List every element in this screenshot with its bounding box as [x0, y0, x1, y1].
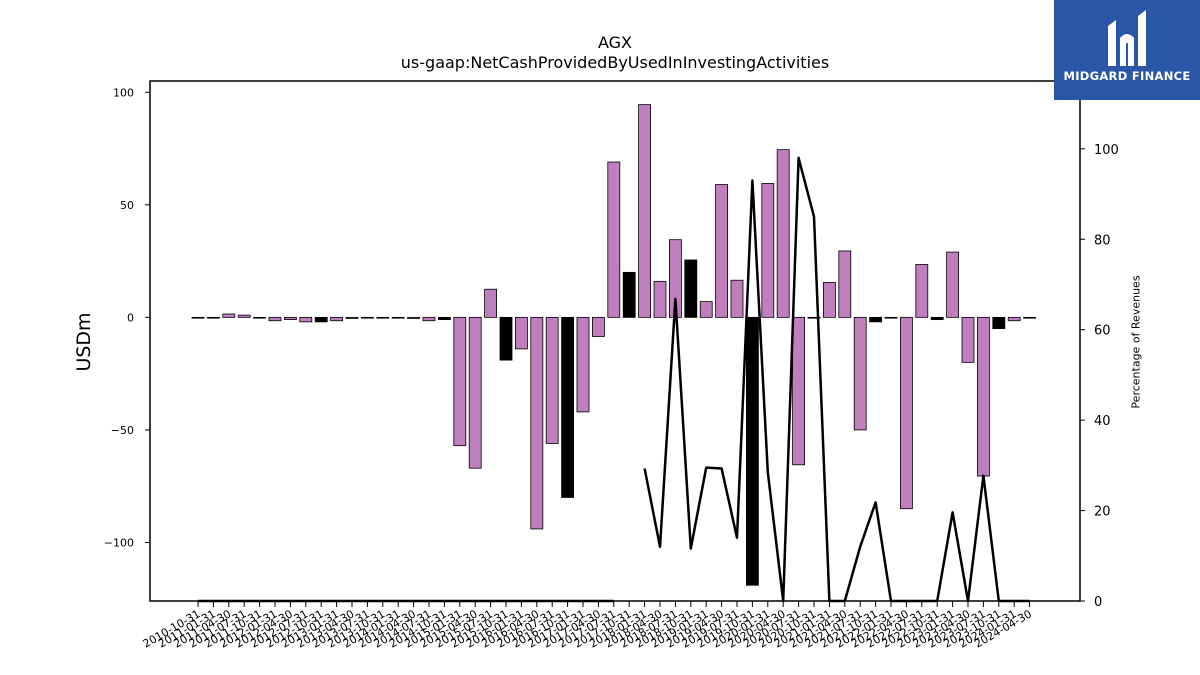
bar: [915, 264, 929, 318]
bar: [499, 316, 513, 361]
bar: [422, 316, 436, 322]
bar: [1023, 316, 1036, 319]
logo-mark-icon: [1108, 10, 1146, 66]
bar: [268, 316, 282, 322]
bar: [699, 301, 713, 318]
bar: [776, 149, 790, 318]
right-y-axis: 0 20 40 60 80 100: [1080, 143, 1119, 610]
bar: [191, 316, 205, 319]
y2-tick-label: 100: [1094, 143, 1119, 158]
bar: [823, 282, 836, 318]
bar: [407, 316, 421, 319]
bar: [869, 316, 882, 323]
bar: [715, 184, 728, 318]
bar: [468, 316, 482, 469]
left-y-axis: −100 −50 0 50 100: [104, 86, 150, 549]
y2-tick-label: 0: [1094, 595, 1102, 610]
bar: [653, 280, 667, 318]
bar: [222, 313, 236, 318]
bar: [884, 316, 898, 319]
bar: [237, 314, 251, 318]
chart-title: AGX: [597, 33, 633, 52]
logo-text: MIDGARD FINANCE: [1063, 69, 1191, 83]
bar: [684, 259, 698, 318]
bar: [592, 316, 605, 337]
y2-tick-label: 60: [1094, 324, 1111, 339]
y-tick-label: 100: [113, 86, 134, 99]
y-axis-label: USDm: [73, 312, 95, 372]
bar: [838, 250, 852, 318]
y2-tick-label: 40: [1094, 414, 1111, 429]
bar: [484, 288, 498, 318]
bar: [376, 316, 390, 319]
bar: [253, 316, 267, 319]
bar: [283, 316, 297, 321]
bar: [638, 104, 651, 318]
bar: [345, 316, 359, 319]
bar: [930, 316, 944, 321]
bar: [853, 316, 867, 431]
y2-tick-label: 20: [1094, 505, 1111, 520]
y2-axis-label: Percentage of Revenues: [1129, 275, 1143, 409]
plot-frame: [149, 80, 1081, 602]
bar: [946, 251, 959, 318]
bar: [515, 316, 528, 350]
bar: [576, 316, 590, 413]
bar: [992, 316, 1006, 330]
bar: [299, 316, 313, 323]
bar: [314, 316, 328, 323]
brand-logo: MIDGARD FINANCE: [1054, 0, 1200, 100]
bar: [807, 316, 821, 319]
bar: [622, 271, 636, 318]
bar: [761, 183, 775, 318]
y2-tick-label: 80: [1094, 233, 1111, 248]
y-tick-label: −100: [104, 536, 134, 549]
x-axis: 2010-10-312011-01-312011-04-302011-07-31…: [141, 601, 1034, 651]
bar: [561, 316, 574, 498]
bar: [437, 316, 451, 321]
bar: [1007, 316, 1021, 322]
bar: [545, 316, 559, 444]
bar: [391, 316, 405, 319]
bar: [961, 316, 975, 363]
bar: [360, 316, 374, 319]
bar: [206, 316, 220, 319]
bar: [977, 316, 990, 477]
bar: [730, 279, 744, 318]
bar: [792, 316, 805, 466]
y-tick-label: 0: [127, 311, 134, 324]
bar: [746, 316, 759, 586]
y-tick-label: 50: [120, 199, 134, 212]
bar: [530, 316, 544, 530]
bar: [607, 161, 621, 318]
bar: [900, 316, 913, 510]
y-tick-label: −50: [111, 424, 134, 437]
chart-subtitle: us-gaap:NetCashProvidedByUsedInInvesting…: [400, 53, 830, 72]
bar: [453, 316, 467, 447]
bar: [330, 316, 344, 322]
bars-group: [191, 104, 1036, 586]
series-line: [643, 156, 1030, 603]
